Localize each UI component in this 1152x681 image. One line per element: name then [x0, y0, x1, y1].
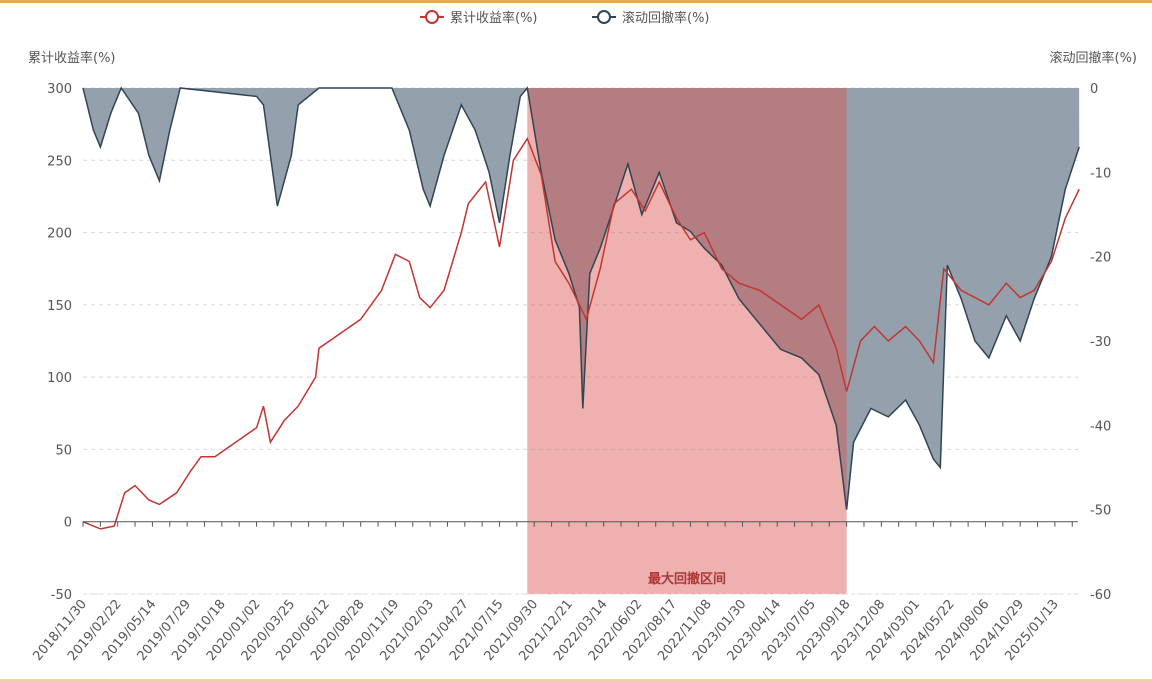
top-border — [0, 0, 1152, 3]
left-axis-title: 累计收益率(%) — [28, 50, 116, 66]
right-tick-label: 0 — [1090, 82, 1098, 97]
right-tick-label: -10 — [1090, 166, 1111, 181]
right-tick-label: -60 — [1090, 588, 1111, 603]
right-tick-label: -50 — [1090, 504, 1111, 519]
legend[interactable]: 累计收益率(%) 滚动回撤率(%) — [420, 10, 710, 26]
left-tick-label: 150 — [47, 299, 72, 314]
bottom-border — [0, 679, 1152, 681]
drawdown-area — [83, 88, 1080, 510]
max-drawdown-band — [527, 88, 847, 594]
left-tick-label: 300 — [47, 82, 72, 97]
legend-marker-cumulative — [425, 10, 439, 24]
right-tick-label: -30 — [1090, 335, 1111, 350]
cumulative-return-line — [82, 136, 1080, 530]
left-tick-label: 250 — [47, 154, 72, 169]
left-tick-label: 200 — [47, 227, 72, 242]
legend-label-cumulative: 累计收益率(%) — [450, 10, 538, 26]
left-tick-label: -50 — [51, 588, 72, 603]
drawdown-line — [82, 86, 1080, 510]
legend-marker-drawdown — [597, 10, 611, 24]
legend-item-cumulative[interactable]: 累计收益率(%) — [420, 10, 538, 26]
max-drawdown-label: 最大回撤区间 — [648, 571, 726, 587]
left-tick-label: 100 — [47, 371, 72, 386]
right-tick-label: -40 — [1090, 419, 1111, 434]
legend-item-drawdown[interactable]: 滚动回撤率(%) — [592, 10, 710, 26]
right-tick-label: -20 — [1090, 251, 1111, 266]
left-tick-label: 0 — [64, 516, 72, 531]
legend-label-drawdown: 滚动回撤率(%) — [622, 10, 710, 26]
left-tick-label: 50 — [55, 443, 72, 458]
right-axis-title: 滚动回撤率(%) — [1050, 50, 1138, 66]
